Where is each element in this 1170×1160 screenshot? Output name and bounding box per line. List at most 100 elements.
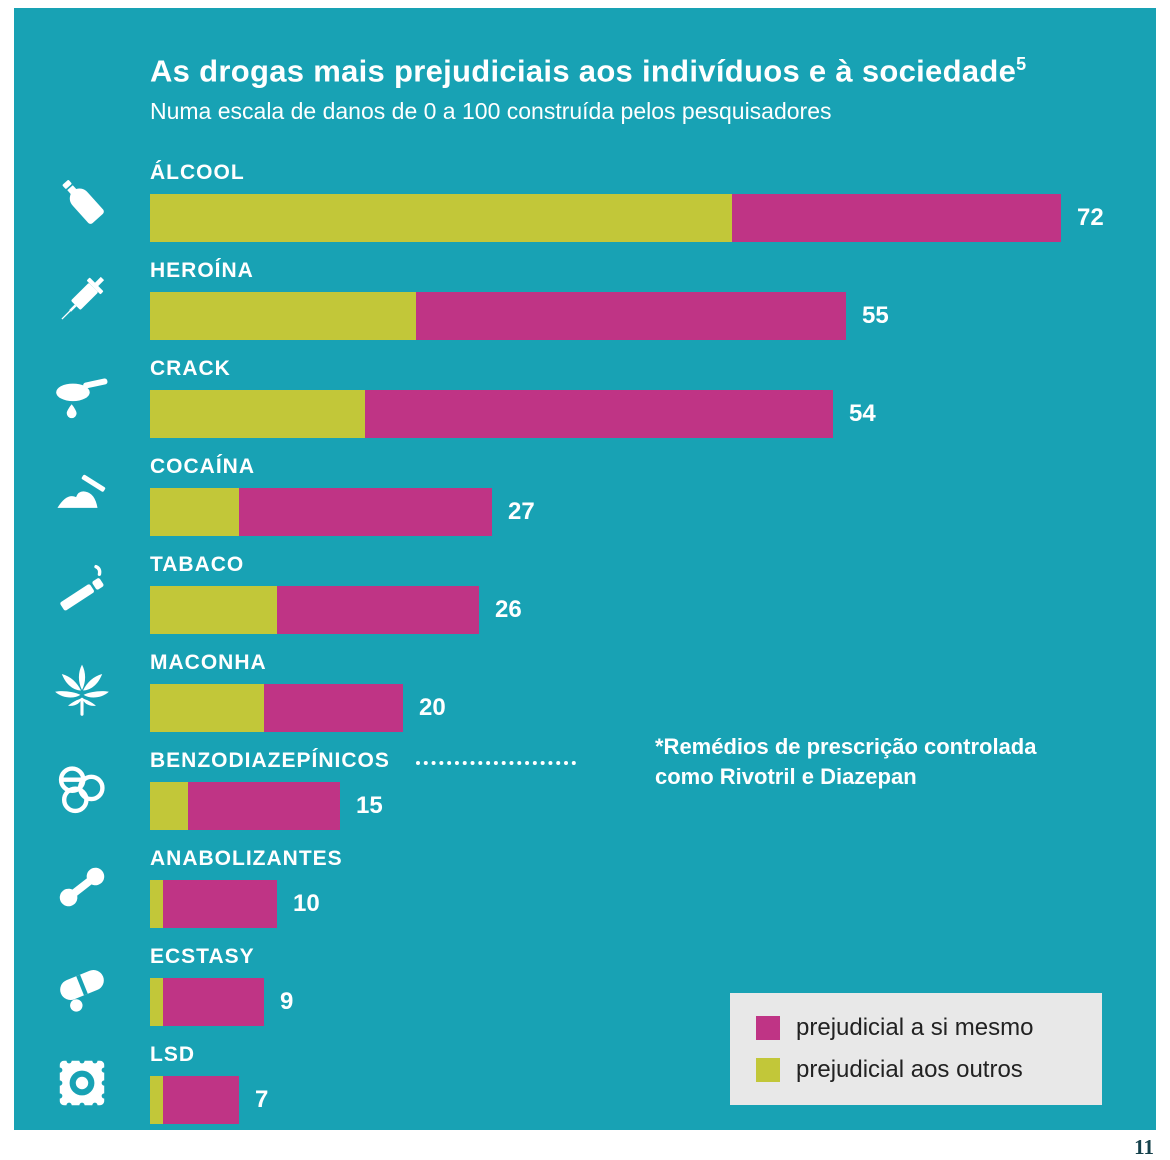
syringe-icon [49,266,115,332]
stacked-bar-self [150,390,833,439]
bar-value: 10 [293,890,320,918]
drug-label: MACONHA [150,651,267,675]
stacked-bar-others [150,194,732,243]
drug-label: BENZODIAZEPÍNICOS [150,749,390,773]
row-label-line: COCAÍNA [150,454,1156,480]
stacked-bar-self [150,292,846,341]
bar-line: 54 [150,390,1156,439]
legend-label-others: prejudicial aos outros [796,1056,1023,1083]
row-label-line: HEROÍNA [150,258,1156,284]
bar-value: 7 [255,1086,269,1114]
bar-value: 54 [849,400,876,428]
chart-subtitle: Numa escala de danos de 0 a 100 construí… [150,98,832,125]
leaf-icon [49,658,115,724]
bar-line: 15 [150,782,1156,831]
chart-row-lsd: LSD 7 [14,1042,1156,1125]
chart-row-alcool: ÁLCOOL 72 [14,160,1156,243]
stacked-bar-others [150,880,163,929]
row-content: MACONHA 20 [150,650,1156,733]
stacked-bar-self [150,978,264,1027]
stacked-bar-self [150,1076,239,1125]
stacked-bar-self [150,194,1061,243]
row-content: BENZODIAZEPÍNICOS 15 [150,748,1156,831]
chart-row-cocaina: COCAÍNA 27 [14,454,1156,537]
chart-row-benzodiazepinicos: BENZODIAZEPÍNICOS 15 [14,748,1156,831]
bar-line: 9 [150,978,1156,1027]
row-content: COCAÍNA 27 [150,454,1156,537]
row-label-line: TABACO [150,552,1156,578]
drug-label: LSD [150,1043,195,1067]
chart-row-crack: CRACK 54 [14,356,1156,439]
stacked-bar-others [150,488,239,537]
row-content: ECSTASY 9 [150,944,1156,1027]
stacked-bar-self [150,488,492,537]
cigarette-icon [49,560,115,626]
bar-rows: ÁLCOOL 72 HEROÍNA 55 CRACK 54 COCAÍNA 27 TABACO 2… [14,160,1156,1125]
dumbbell-icon [49,854,115,920]
chart-title-text: As drogas mais prejudiciais aos indivídu… [150,53,1017,89]
capsule-icon [49,952,115,1018]
chart-header: As drogas mais prejudiciais aos indivídu… [14,8,1156,124]
annotation-line2-pre: como [655,764,720,789]
annotation-brand-rivotril: Rivotril [719,764,796,789]
row-label-line: MACONHA [150,650,1156,676]
stacked-bar-others [150,782,188,831]
row-content: HEROÍNA 55 [150,258,1156,341]
bar-value: 72 [1077,204,1104,232]
row-label-line: ANABOLIZANTES [150,846,1156,872]
stamp-icon [49,1050,115,1116]
stacked-bar-others [150,390,365,439]
annotation-brand-diazepan: Diazepan [820,764,917,789]
pipe-icon [49,364,115,430]
legend-item-self: prejudicial a si mesmo [756,1014,1102,1042]
bar-line: 26 [150,586,1156,635]
row-content: ÁLCOOL 72 [150,160,1156,243]
chart-panel: As drogas mais prejudiciais aos indivídu… [14,8,1156,1130]
legend-swatch-self [756,1016,780,1040]
bar-line: 7 [150,1076,1156,1125]
benzo-annotation: *Remédios de prescrição controlada como … [655,732,1125,792]
bar-value: 26 [495,596,522,624]
bar-line: 27 [150,488,1156,537]
drug-label: ECSTASY [150,945,255,969]
chart-row-anabolizantes: ANABOLIZANTES 10 [14,846,1156,929]
stacked-bar-self [150,684,403,733]
chart-row-heroina: HEROÍNA 55 [14,258,1156,341]
annotation-dotted-leader [415,761,576,766]
bar-value: 20 [419,694,446,722]
legend-swatch-others [756,1058,780,1082]
powder-icon [49,462,115,528]
bar-line: 55 [150,292,1156,341]
row-label-line: CRACK [150,356,1156,382]
drug-label: ANABOLIZANTES [150,847,343,871]
stacked-bar-self [150,880,277,929]
row-label-line: LSD [150,1042,1156,1068]
drug-label: TABACO [150,553,245,577]
annotation-line2: como Rivotril e Diazepan [655,762,1125,792]
stacked-bar-self [150,782,340,831]
chart-row-maconha: MACONHA 20 [14,650,1156,733]
bar-value: 9 [280,988,294,1016]
row-content: ANABOLIZANTES 10 [150,846,1156,929]
pills-icon [49,756,115,822]
page-number: 11 [1134,1135,1154,1159]
stacked-bar-others [150,586,277,635]
bar-value: 15 [356,792,383,820]
row-content: TABACO 26 [150,552,1156,635]
bar-value: 55 [862,302,889,330]
stacked-bar-self [150,586,479,635]
stacked-bar-others [150,684,264,733]
row-label-line: BENZODIAZEPÍNICOS [150,748,1156,774]
row-content: CRACK 54 [150,356,1156,439]
chart-title-footnote-marker: 5 [1016,54,1027,74]
row-label-line: ECSTASY [150,944,1156,970]
chart-row-ecstasy: ECSTASY 9 [14,944,1156,1027]
chart-title: As drogas mais prejudiciais aos indivídu… [150,46,1136,89]
annotation-line1: *Remédios de prescrição controlada [655,734,1037,759]
bar-line: 20 [150,684,1156,733]
bottle-icon [49,168,115,234]
chart-row-tabaco: TABACO 26 [14,552,1156,635]
legend-item-others: prejudicial aos outros [756,1056,1102,1084]
stacked-bar-others [150,1076,163,1125]
stacked-bar-others [150,292,416,341]
